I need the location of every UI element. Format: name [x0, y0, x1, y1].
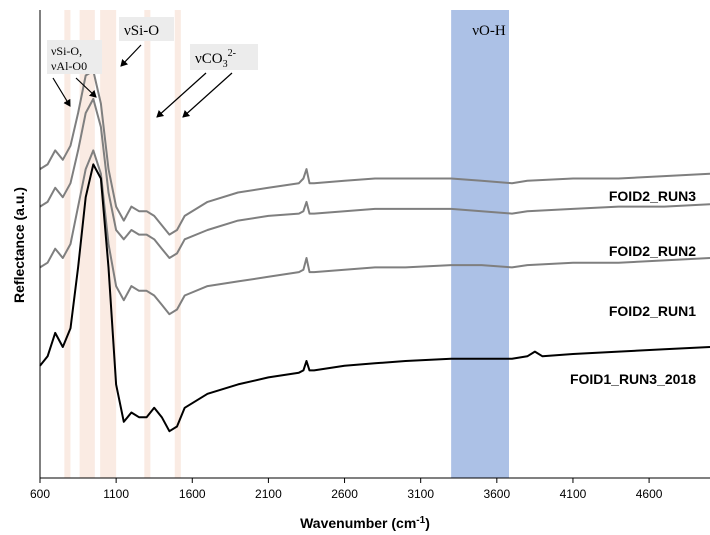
arrow-si-o	[120, 44, 142, 67]
annotation-o-h: νO-H	[472, 23, 506, 39]
x-tick-label-3100: 3100	[407, 487, 434, 501]
band-5	[451, 10, 509, 478]
axes-layer	[39, 10, 710, 479]
series-line-foid2-run2	[39, 97, 710, 259]
x-tick-label-2600: 2600	[331, 487, 358, 501]
annotation-si-o-al-o-line1: νSi-O,	[51, 44, 82, 58]
arrow-si-o-al-o-2	[75, 77, 97, 98]
series-label-foid2-run1: FOID2_RUN1	[609, 303, 696, 319]
series-label-foid2-run3: FOID2_RUN3	[609, 188, 696, 204]
x-tick-label-600: 600	[30, 487, 50, 501]
annotation-co3: νCO32-	[195, 48, 236, 70]
arrow-co3-1	[156, 72, 207, 118]
series-line-foid1-run3-2018	[39, 163, 710, 433]
band-3	[144, 10, 151, 478]
band-1	[79, 10, 95, 478]
x-axis-title: Wavenumber (cm-1)	[300, 515, 430, 531]
x-tick-label-4100: 4100	[560, 487, 587, 501]
x-ticks: 600 1100 1600 2100 2600 3100 3600 4100 4600	[30, 478, 663, 501]
series-line-foid2-run3	[39, 69, 710, 236]
series-line-foid2-run1	[39, 149, 710, 316]
x-tick-label-2100: 2100	[255, 487, 282, 501]
annotation-box-si-o	[119, 17, 174, 41]
band-4	[174, 10, 181, 478]
series-label-foid2-run2: FOID2_RUN2	[609, 243, 696, 259]
annotation-si-o-al-o-line2: νAl-O0	[51, 59, 87, 73]
bands-layer	[64, 10, 509, 478]
band-0	[64, 10, 71, 478]
annotation-box-si-o-al-o	[47, 40, 102, 74]
annotation-si-o: νSi-O	[124, 23, 159, 39]
x-tick-label-1100: 1100	[103, 487, 129, 501]
y-axis-title: Reflectance (a.u.)	[11, 187, 27, 303]
arrow-co3-2	[182, 72, 233, 118]
annotations: νSi-O, νAl-O0 νSi-O νCO32- νO-H	[47, 17, 506, 118]
arrow-si-o-al-o-1	[52, 77, 71, 107]
x-tick-label-1600: 1600	[179, 487, 206, 501]
x-tick-label-4600: 4600	[636, 487, 663, 501]
series-label-foid1-run3-2018: FOID1_RUN3_2018	[570, 371, 696, 387]
x-tick-label-3600: 3600	[483, 487, 510, 501]
series-labels: FOID2_RUN3 FOID2_RUN2 FOID2_RUN1 FOID1_R…	[570, 188, 696, 387]
annotation-box-co3	[190, 44, 258, 70]
